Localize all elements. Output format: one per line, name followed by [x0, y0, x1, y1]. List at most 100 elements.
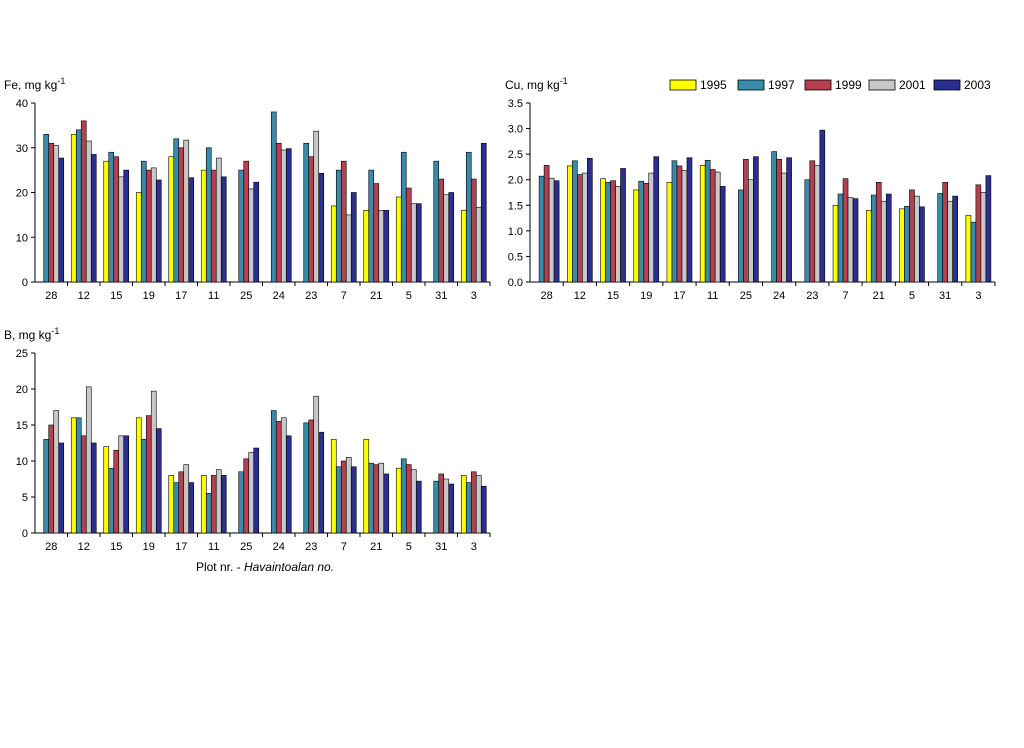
b-bar-2001-plot-23: [313, 395, 320, 534]
b-bar-2003-plot-21: [383, 473, 390, 534]
cu-y-tick-label: 3.0: [508, 124, 523, 136]
cu-x-tick-label: 3: [975, 290, 981, 302]
fe-y-tick-label: 30: [16, 143, 28, 155]
cu-y-tick-label: 1.0: [508, 226, 523, 238]
fe-bar-1999-plot-5: [405, 187, 412, 283]
cu-bar-1997-plot-24: [771, 151, 777, 283]
fe-bar-2001-plot-31: [443, 194, 450, 283]
fe-bar-2003-plot-11: [220, 176, 227, 283]
fe-x-tick-label: 3: [471, 290, 477, 302]
x-axis-title: Plot nr. - Havaintoalan no.: [196, 560, 334, 574]
fe-bar-1995-plot-12: [70, 134, 77, 283]
fe-bar-2003-plot-25: [253, 181, 260, 283]
b-x-tick-label: 23: [305, 541, 317, 553]
b-bar-2001-plot-21: [378, 462, 385, 534]
b-x-tick-label: 7: [341, 541, 347, 553]
b-y-tick-label: 20: [16, 384, 28, 396]
b-bar-1999-plot-31: [438, 473, 445, 534]
b-bar-1997-plot-24: [270, 410, 277, 534]
b-y-axis-label-text: B, mg kg: [4, 328, 51, 342]
b-x-tick-label: 25: [240, 541, 252, 553]
b-bar-2001-plot-11: [215, 469, 222, 534]
fe-bar-1999-plot-7: [340, 160, 347, 283]
fe-bar-2001-plot-15: [118, 176, 125, 283]
b-x-tick-label: 3: [471, 541, 477, 553]
fe-bar-1999-plot-11: [210, 169, 217, 283]
cu-bar-1995-plot-5: [899, 208, 905, 283]
fe-y-tick-label: 0: [22, 277, 28, 289]
cu-bar-1995-plot-17: [666, 181, 673, 283]
fe-x-tick-label: 24: [273, 290, 285, 302]
cu-bar-2001-plot-31: [947, 200, 953, 283]
b-bar-2003-plot-28: [58, 442, 65, 534]
cu-bar-1995-plot-12: [567, 165, 573, 283]
fe-x-tick-label: 15: [110, 290, 122, 302]
cu-bar-2001-plot-21: [880, 200, 887, 283]
fe-bar-1997-plot-3: [465, 151, 472, 283]
fe-bar-2001-plot-21: [378, 210, 385, 283]
fe-bar-1995-plot-19: [135, 192, 142, 283]
fe-bar-1995-plot-3: [460, 210, 467, 283]
b-y-tick-label: 10: [16, 456, 28, 468]
fe-bar-1997-plot-7: [335, 169, 342, 283]
b-bar-1999-plot-3: [470, 471, 477, 534]
cu-bar-1997-plot-17: [671, 160, 678, 283]
b-y-axis-label-sup: -1: [51, 326, 59, 336]
cu-bar-1999-plot-23: [809, 160, 816, 283]
fe-bar-1997-plot-5: [400, 151, 407, 283]
b-y-tick-label: 0: [22, 528, 28, 540]
cu-bar-2001-plot-3: [980, 192, 987, 283]
cu-bar-1997-plot-23: [804, 179, 811, 283]
fe-bar-1997-plot-17: [173, 138, 180, 283]
fe-x-tick-label: 5: [406, 290, 412, 302]
fe-bar-1995-plot-15: [103, 160, 110, 283]
fe-bar-2001-plot-25: [248, 188, 255, 283]
b-bar-1999-plot-17: [178, 471, 185, 534]
cu-bar-1999-plot-24: [776, 158, 782, 283]
b-x-tick-label: 24: [273, 541, 285, 553]
cu-bar-2001-plot-11: [714, 171, 721, 283]
x-axis-title-prefix: Plot nr. -: [196, 560, 244, 574]
fe-y-tick-label: 40: [16, 98, 28, 110]
cu-y-axis-label-text: Cu, mg kg: [505, 78, 560, 92]
b-bar-1997-plot-21: [368, 462, 375, 534]
cu-bar-1999-plot-12: [577, 174, 583, 283]
fe-bar-2003-plot-17: [188, 177, 195, 283]
cu-bar-1999-plot-31: [942, 181, 948, 283]
fe-x-tick-label: 21: [370, 290, 382, 302]
b-bar-1997-plot-25: [238, 471, 245, 534]
cu-bar-1999-plot-3: [975, 184, 982, 283]
cu-y-tick-label: 2.5: [508, 149, 523, 161]
cu-bar-2001-plot-5: [914, 195, 920, 283]
b-bar-1999-plot-24: [275, 421, 282, 534]
b-x-tick-label: 31: [435, 541, 447, 553]
fe-x-tick-label: 11: [208, 290, 219, 302]
b-bar-2001-plot-7: [345, 457, 352, 534]
b-x-tick-label: 12: [78, 541, 90, 553]
fe-bar-1999-plot-28: [48, 142, 55, 283]
b-bar-1999-plot-25: [243, 458, 250, 534]
fe-bar-2003-plot-24: [285, 148, 292, 283]
b-bar-1997-plot-28: [43, 439, 50, 534]
fe-x-tick-label: 12: [78, 290, 90, 302]
fe-bar-1999-plot-15: [113, 156, 120, 283]
b-bar-1997-plot-23: [303, 422, 310, 534]
cu-bar-1995-plot-21: [865, 210, 872, 283]
fe-bar-2003-plot-7: [350, 192, 357, 283]
cu-bar-1997-plot-31: [937, 193, 943, 283]
fe-y-axis-label-text: Fe, mg kg: [4, 78, 57, 92]
fe-bar-1999-plot-23: [308, 156, 315, 283]
cu-y-tick-label: 0.5: [508, 251, 523, 263]
b-bar-1997-plot-15: [108, 467, 115, 534]
cu-bar-2003-plot-11: [719, 186, 726, 283]
legend-label-2003: 2003: [964, 78, 991, 92]
fe-bar-1999-plot-17: [178, 147, 185, 283]
b-bar-2003-plot-11: [220, 475, 227, 534]
fe-bar-2003-plot-23: [318, 172, 325, 283]
fe-bar-2003-plot-28: [58, 157, 65, 283]
fe-y-axis-label-sup: -1: [57, 76, 65, 86]
fe-bar-1997-plot-15: [108, 151, 115, 283]
cu-bar-1995-plot-7: [832, 204, 839, 283]
cu-bar-1999-plot-25: [743, 158, 749, 283]
cu-bar-1997-plot-7: [837, 193, 844, 283]
